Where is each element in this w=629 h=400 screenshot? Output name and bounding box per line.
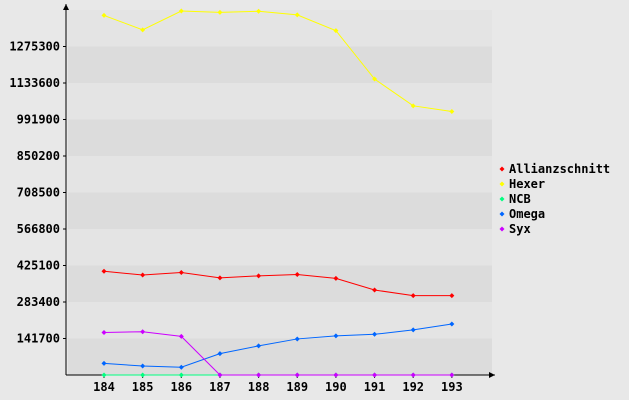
grid-band	[68, 338, 492, 375]
legend-label: Syx	[509, 222, 531, 236]
series-line	[103, 331, 452, 376]
series-hexer	[101, 8, 455, 114]
legend-marker	[499, 166, 505, 172]
data-point	[178, 8, 184, 14]
series-allianzschnitt	[101, 268, 455, 299]
x-tick-label: 193	[441, 380, 463, 394]
grid-band	[68, 192, 492, 229]
y-axis-arrow	[63, 4, 69, 10]
grid-band	[68, 10, 492, 47]
data-point	[217, 372, 223, 378]
series-line	[103, 270, 452, 297]
x-tick-label: 185	[132, 380, 154, 394]
grid-band	[68, 46, 492, 83]
y-tick-label: 708500	[17, 186, 60, 200]
data-point	[410, 293, 416, 299]
legend-marker	[499, 211, 505, 217]
grid-bands	[68, 10, 492, 375]
grid-band	[68, 156, 492, 193]
x-tick-label: 184	[93, 380, 115, 394]
y-tick-label: 850200	[17, 149, 60, 163]
data-point	[333, 333, 339, 339]
data-point	[217, 275, 223, 281]
data-point	[140, 363, 146, 369]
x-tick-label: 190	[325, 380, 347, 394]
data-point	[217, 9, 223, 15]
data-point	[101, 329, 107, 335]
data-point	[217, 351, 223, 357]
data-point	[333, 275, 339, 281]
data-point	[333, 28, 339, 34]
legend-label: Omega	[509, 207, 545, 221]
data-point	[101, 372, 107, 378]
data-point	[372, 331, 378, 337]
y-tick-label: 283400	[17, 295, 60, 309]
data-point	[140, 329, 146, 335]
x-tick-label: 186	[170, 380, 192, 394]
data-point	[101, 268, 107, 274]
data-point	[449, 321, 455, 327]
x-axis-arrow	[489, 372, 495, 378]
legend-marker	[499, 196, 505, 202]
data-point	[256, 273, 262, 279]
legend-label: NCB	[509, 192, 531, 206]
data-point	[256, 343, 262, 349]
data-point	[256, 8, 262, 14]
legend-label: Hexer	[509, 177, 545, 191]
grid-band	[68, 119, 492, 156]
grid-band	[68, 83, 492, 120]
x-tick-label: 188	[248, 380, 270, 394]
series-line	[103, 323, 452, 368]
data-point	[410, 103, 416, 109]
data-point	[294, 272, 300, 278]
data-point	[101, 360, 107, 366]
x-tick-label: 191	[364, 380, 386, 394]
y-tick-label: 141700	[17, 332, 60, 346]
legend-marker	[499, 181, 505, 187]
data-point	[101, 12, 107, 18]
series-lines	[101, 8, 455, 378]
data-point	[372, 372, 378, 378]
data-point	[449, 293, 455, 299]
y-tick-label: 566800	[17, 222, 60, 236]
grid-band	[68, 302, 492, 339]
y-tick-label: 425100	[17, 259, 60, 273]
data-point	[178, 269, 184, 275]
grid-band	[68, 265, 492, 302]
data-point	[449, 372, 455, 378]
series-omega	[101, 321, 455, 370]
data-point	[140, 27, 146, 33]
series-line	[103, 10, 452, 112]
data-point	[410, 372, 416, 378]
y-axis-ticks: 141700 283400 425100 566800 708500 850200 9919…	[9, 40, 66, 346]
data-point	[372, 287, 378, 293]
data-point	[294, 12, 300, 18]
data-point	[256, 372, 262, 378]
data-point	[140, 372, 146, 378]
data-point	[178, 364, 184, 370]
x-tick-label: 192	[402, 380, 424, 394]
grid-band	[68, 229, 492, 266]
data-point	[294, 372, 300, 378]
y-tick-label: 1133600	[9, 76, 60, 90]
data-point	[178, 372, 184, 378]
data-point	[410, 327, 416, 333]
legend-label: Allianzschnitt	[509, 162, 610, 176]
data-point	[449, 108, 455, 114]
x-axis-ticks: 184 185 186 187 188 189 190 191 192 193	[93, 375, 463, 394]
y-tick-label: 991900	[17, 113, 60, 127]
data-point	[333, 372, 339, 378]
data-point	[372, 76, 378, 82]
series-syx	[101, 329, 455, 378]
x-tick-label: 187	[209, 380, 231, 394]
x-tick-label: 189	[286, 380, 308, 394]
data-point	[178, 333, 184, 339]
legend-marker	[499, 226, 505, 232]
data-point	[140, 272, 146, 278]
data-point	[294, 336, 300, 342]
y-tick-label: 1275300	[9, 40, 60, 54]
